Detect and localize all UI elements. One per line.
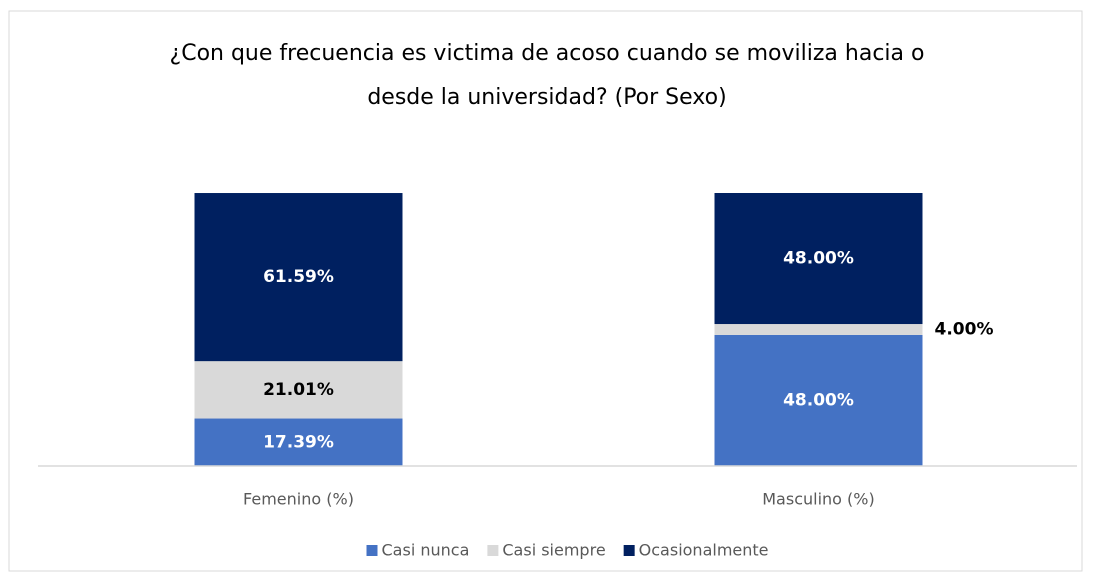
data-label: 61.59% — [263, 267, 334, 287]
x-tick-label: Masculino (%) — [762, 490, 874, 509]
chart-title: ¿Con que frecuencia es victima de acoso … — [169, 41, 925, 110]
bar-segment — [194, 418, 403, 466]
bar-segment — [194, 193, 403, 362]
bar-segment — [194, 361, 403, 419]
data-label: 48.00% — [783, 249, 854, 269]
legend-swatch — [366, 545, 378, 556]
bar-segment — [714, 324, 923, 335]
x-tick-label: Femenino (%) — [243, 490, 354, 509]
legend-label: Casi siempre — [502, 541, 605, 560]
legend-swatch — [487, 545, 499, 556]
data-label: 48.00% — [783, 390, 854, 410]
bar-segment — [714, 193, 923, 325]
data-label: 17.39% — [263, 432, 334, 452]
bar-segment — [714, 334, 923, 466]
legend-label: Ocasionalmente — [639, 541, 769, 560]
legend-label: Casi nunca — [382, 541, 470, 560]
legend-swatch — [623, 545, 635, 556]
data-label: 21.01% — [263, 380, 334, 400]
data-label: 4.00% — [935, 320, 994, 340]
